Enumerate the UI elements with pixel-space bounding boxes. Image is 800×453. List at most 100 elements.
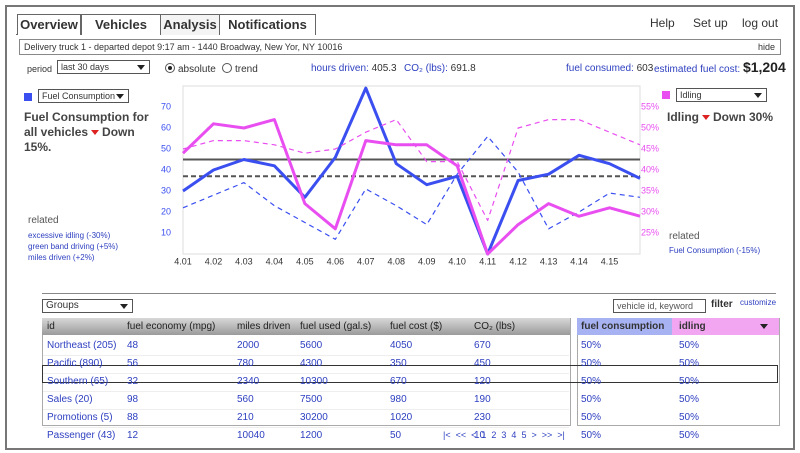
- nav-link[interactable]: log out: [742, 16, 779, 30]
- related-link[interactable]: Fuel Consumption (-15%): [669, 246, 761, 255]
- row-id[interactable]: Passenger (43): [47, 430, 116, 441]
- cell: 1020: [390, 412, 413, 423]
- customize-link[interactable]: customize: [740, 298, 777, 307]
- cell: 50%: [581, 340, 602, 351]
- radio-absolute[interactable]: absolute: [165, 63, 216, 75]
- cell: 32: [127, 376, 139, 387]
- y-tick-label: 70: [161, 101, 171, 111]
- page-link[interactable]: >: [531, 430, 537, 440]
- column-header[interactable]: fuel economy (mpg): [127, 321, 216, 332]
- cell: 670: [474, 340, 491, 351]
- legend-swatch: [24, 93, 32, 101]
- column-header[interactable]: fuel used (gal.s): [300, 321, 372, 332]
- series-line: [182, 135, 641, 240]
- cell: 5600: [300, 340, 323, 351]
- page-link[interactable]: 5: [521, 430, 527, 440]
- cell: 50%: [679, 394, 700, 405]
- summary: Fuel Consumption for all vehicles: [24, 110, 149, 139]
- selected-row: [42, 365, 778, 383]
- column-header[interactable]: id: [47, 321, 55, 332]
- metric-select[interactable]: Fuel Consumption: [38, 89, 129, 103]
- row-line: [43, 409, 569, 410]
- x-tick-label: 4.13: [540, 256, 558, 266]
- page-link[interactable]: 4: [511, 430, 517, 440]
- period-select[interactable]: last 30 days: [57, 60, 150, 74]
- page-link[interactable]: 1: [481, 430, 487, 440]
- co2: CO₂ (lbs): 691.8: [404, 63, 476, 74]
- y-tick-label: 10: [161, 227, 171, 237]
- nav-link[interactable]: Set up: [693, 16, 728, 30]
- related-link[interactable]: excessive idling (-30%): [28, 231, 111, 240]
- tab[interactable]: Overview: [17, 14, 81, 35]
- filter-button[interactable]: filter: [711, 299, 733, 310]
- cell: 12: [127, 430, 139, 441]
- x-tick-label: 4.02: [205, 256, 223, 266]
- x-tick-label: 4.08: [388, 256, 406, 266]
- x-tick-label: 4.03: [235, 256, 253, 266]
- y-tick-label: 50: [161, 143, 171, 153]
- info-bar: Delivery truck 1 - departed depot 9:17 a…: [19, 39, 781, 55]
- search-box[interactable]: vehicle id, keyword: [613, 299, 706, 313]
- series-line: [181, 118, 641, 256]
- row-id[interactable]: Pacific (890): [47, 358, 103, 369]
- series-line: [182, 86, 641, 256]
- row-id[interactable]: Southern (65): [47, 376, 109, 387]
- column-header[interactable]: miles driven: [237, 321, 291, 332]
- tab[interactable]: Vehicles: [81, 14, 161, 35]
- fuel: fuel consumed: 603: [566, 63, 653, 74]
- sort-arrow[interactable]: [760, 324, 768, 329]
- cell: 4300: [300, 358, 323, 369]
- tab[interactable]: Notifications: [219, 14, 316, 35]
- radio-label: absolute: [178, 64, 216, 75]
- left-summary: Fuel Consumption for all vehicles Down 15…: [24, 110, 159, 155]
- row-line: [43, 391, 569, 392]
- page-link[interactable]: <: [471, 430, 477, 440]
- y2-tick-label: 35%: [641, 185, 659, 195]
- column-header[interactable]: fuel consumption: [581, 321, 665, 332]
- y-tick-label: 30: [161, 185, 171, 195]
- y-tick-label: 20: [161, 206, 171, 216]
- column-header[interactable]: CO₂ (lbs): [474, 321, 516, 332]
- page-link[interactable]: <<: [455, 430, 467, 440]
- pagination: |< << <1 2 3 4 5 > >> >|: [443, 430, 565, 440]
- nav-link[interactable]: Help: [650, 16, 675, 30]
- radio-trend[interactable]: trend: [222, 63, 258, 75]
- x-tick-label: 4.01: [174, 256, 192, 266]
- page-link[interactable]: |<: [443, 430, 451, 440]
- cell: 48: [127, 340, 139, 351]
- plot-frame: [182, 85, 641, 255]
- related-link[interactable]: green band driving (+5%): [28, 242, 119, 251]
- co2-label: CO₂ (lbs):: [404, 63, 448, 74]
- column-header[interactable]: fuel cost ($): [390, 321, 443, 332]
- hide-link[interactable]: hide: [757, 42, 775, 52]
- table-header: [42, 318, 570, 335]
- row-id[interactable]: Northeast (205): [47, 340, 117, 351]
- page-link[interactable]: >>: [541, 430, 553, 440]
- groups-select[interactable]: Groups: [42, 299, 133, 313]
- metric-select[interactable]: Idling: [676, 88, 767, 102]
- cell: 98: [127, 394, 139, 405]
- tab[interactable]: Analysis: [160, 14, 220, 35]
- page-link[interactable]: 3: [501, 430, 507, 440]
- cell: 50%: [679, 340, 700, 351]
- fuel-value: 603: [636, 63, 654, 74]
- page-link[interactable]: >|: [557, 430, 565, 440]
- row-id[interactable]: Sales (20): [47, 394, 93, 405]
- x-tick-label: 4.06: [327, 256, 345, 266]
- cell: 670: [390, 376, 407, 387]
- cost-value: $1,204: [742, 59, 786, 75]
- cell: 50%: [679, 358, 700, 369]
- column-header[interactable]: idling: [679, 321, 706, 332]
- cell: 350: [390, 358, 407, 369]
- cell: 190: [474, 394, 491, 405]
- page-link[interactable]: 2: [491, 430, 497, 440]
- cell: 50%: [581, 430, 602, 441]
- cell: 1200: [300, 430, 323, 441]
- related-link[interactable]: miles driven (+2%): [28, 253, 95, 262]
- cell: 50%: [581, 394, 602, 405]
- x-tick-label: 4.12: [509, 256, 527, 266]
- x-tick-label: 4.07: [357, 256, 375, 266]
- row-id[interactable]: Promotions (5): [47, 412, 113, 423]
- x-tick-label: 4.10: [448, 256, 466, 266]
